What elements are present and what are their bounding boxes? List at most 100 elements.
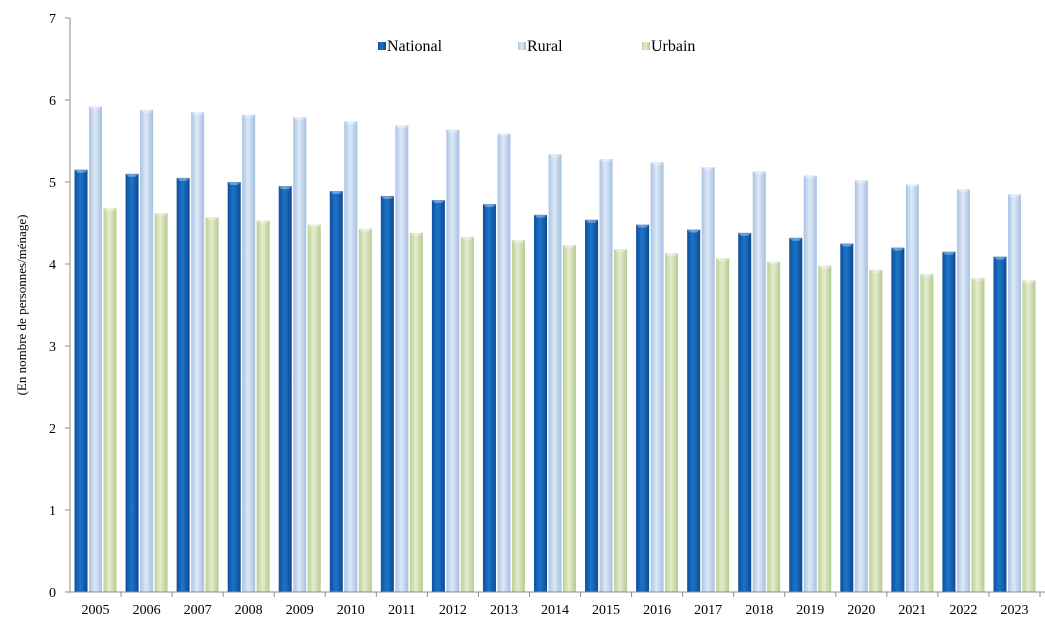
- y-tick-label: 4: [49, 258, 56, 273]
- bar-top-bevel: [636, 224, 650, 228]
- bar-rural-2023: [1007, 194, 1021, 593]
- bar-top-bevel: [585, 219, 599, 223]
- x-tick-label: 2007: [184, 603, 212, 618]
- bar-rural-2017: [701, 167, 715, 593]
- x-tick-label: 2021: [898, 603, 926, 618]
- bar-top-bevel: [227, 182, 241, 185]
- bar-national-2015: [585, 219, 599, 592]
- bar-top-bevel: [497, 133, 511, 137]
- bar-top-bevel: [993, 256, 1007, 260]
- bar-urbain-2015: [614, 249, 628, 593]
- bar-rural-2013: [497, 133, 511, 592]
- bar-top-bevel: [956, 189, 970, 193]
- bar-national-2010: [329, 191, 343, 592]
- bar-top-bevel: [803, 175, 817, 179]
- y-axis-title: (En nombre de personnes/ménage): [14, 215, 29, 396]
- bar-national-2014: [534, 214, 547, 593]
- bar-national-2011: [380, 195, 394, 592]
- bar-top-bevel: [242, 114, 256, 118]
- x-tick-label: 2018: [745, 603, 773, 618]
- bar-top-bevel: [293, 117, 307, 121]
- bar-top-bevel: [840, 243, 854, 247]
- bar-top-bevel: [942, 251, 956, 255]
- bar-top-bevel: [446, 129, 460, 133]
- x-tick-label: 2010: [337, 603, 365, 618]
- bar-urbain-2011: [409, 232, 423, 592]
- bar-top-bevel: [256, 220, 270, 224]
- bar-rural-2011: [395, 125, 409, 593]
- x-tick-label: 2023: [1000, 603, 1028, 618]
- bar-rural-2016: [650, 162, 664, 592]
- bar-urbain-2023: [1022, 280, 1036, 592]
- bar-urbain-2021: [920, 273, 934, 592]
- bar-national-2005: [74, 169, 88, 592]
- bar-top-bevel: [140, 109, 154, 113]
- bar-top-bevel: [125, 173, 139, 177]
- y-tick-label: 1: [49, 504, 56, 519]
- bar-national-2021: [891, 247, 905, 592]
- bar-national-2006: [125, 173, 139, 593]
- x-tick-label: 2022: [949, 603, 977, 618]
- bar-national-2019: [789, 237, 803, 592]
- bar-rural-2012: [446, 129, 460, 592]
- bar-top-bevel: [395, 125, 409, 129]
- bar-top-bevel: [1007, 194, 1021, 198]
- bar-urbain-2007: [205, 217, 219, 592]
- y-tick-label: 7: [49, 12, 56, 27]
- bar-top-bevel: [614, 249, 628, 253]
- x-tick-label: 2011: [388, 603, 415, 618]
- bar-top-bevel: [205, 217, 219, 221]
- bar-rural-2018: [752, 171, 766, 592]
- legend-label-rural: Rural: [527, 38, 563, 55]
- bar-national-2023: [993, 256, 1007, 592]
- bar-national-2012: [431, 200, 445, 593]
- x-tick-label: 2014: [541, 603, 569, 618]
- bar-top-bevel: [818, 265, 832, 269]
- bar-top-bevel: [482, 204, 496, 208]
- bar-national-2020: [840, 243, 854, 592]
- bar-rural-2022: [956, 189, 970, 592]
- bar-rural-2006: [140, 109, 154, 592]
- bar-rural-2019: [803, 175, 817, 592]
- x-tick-label: 2012: [439, 603, 467, 618]
- x-tick-label: 2006: [133, 603, 161, 618]
- bar-national-2017: [687, 229, 701, 592]
- bar-top-bevel: [511, 240, 525, 244]
- bar-top-bevel: [738, 232, 752, 236]
- bar-top-bevel: [891, 247, 905, 251]
- x-axis-ticks: 2005 2006 2007 2008 2009 2010 2011 2012 2013 2014…: [82, 592, 1041, 618]
- bar-top-bevel: [409, 232, 423, 236]
- bar-top-bevel: [563, 245, 576, 249]
- legend-swatch-rural: [518, 42, 526, 50]
- bar-top-bevel: [103, 208, 117, 212]
- bar-top-bevel: [1022, 280, 1036, 284]
- bar-urbain-2018: [767, 261, 781, 592]
- bar-rural-2007: [191, 112, 205, 593]
- legend-label-national: National: [387, 38, 443, 55]
- bar-top-bevel: [460, 236, 474, 240]
- bar-top-bevel: [329, 191, 343, 195]
- y-tick-label: 0: [49, 586, 56, 601]
- bar-urbain-2006: [154, 213, 168, 592]
- bar-top-bevel: [767, 261, 781, 265]
- bar-urbain-2010: [358, 228, 372, 593]
- bar-top-bevel: [854, 180, 868, 184]
- bar-top-bevel: [687, 229, 701, 233]
- x-tick-label: 2017: [694, 603, 722, 618]
- bar-top-bevel: [905, 184, 919, 188]
- x-tick-label: 2008: [235, 603, 263, 618]
- bar-rural-2021: [905, 184, 919, 592]
- bar-top-bevel: [307, 224, 321, 228]
- legend-label-urbain: Urbain: [651, 38, 695, 55]
- x-tick-label: 2020: [847, 603, 875, 618]
- bar-urbain-2012: [460, 236, 474, 592]
- x-tick-label: 2013: [490, 603, 518, 618]
- legend: National Rural Urbain: [378, 38, 695, 55]
- bar-national-2022: [942, 251, 956, 592]
- bar-top-bevel: [701, 167, 715, 171]
- bar-top-bevel: [869, 269, 883, 273]
- bar-urbain-2016: [665, 253, 679, 592]
- bar-national-2009: [278, 186, 292, 592]
- bar-top-bevel: [278, 186, 292, 190]
